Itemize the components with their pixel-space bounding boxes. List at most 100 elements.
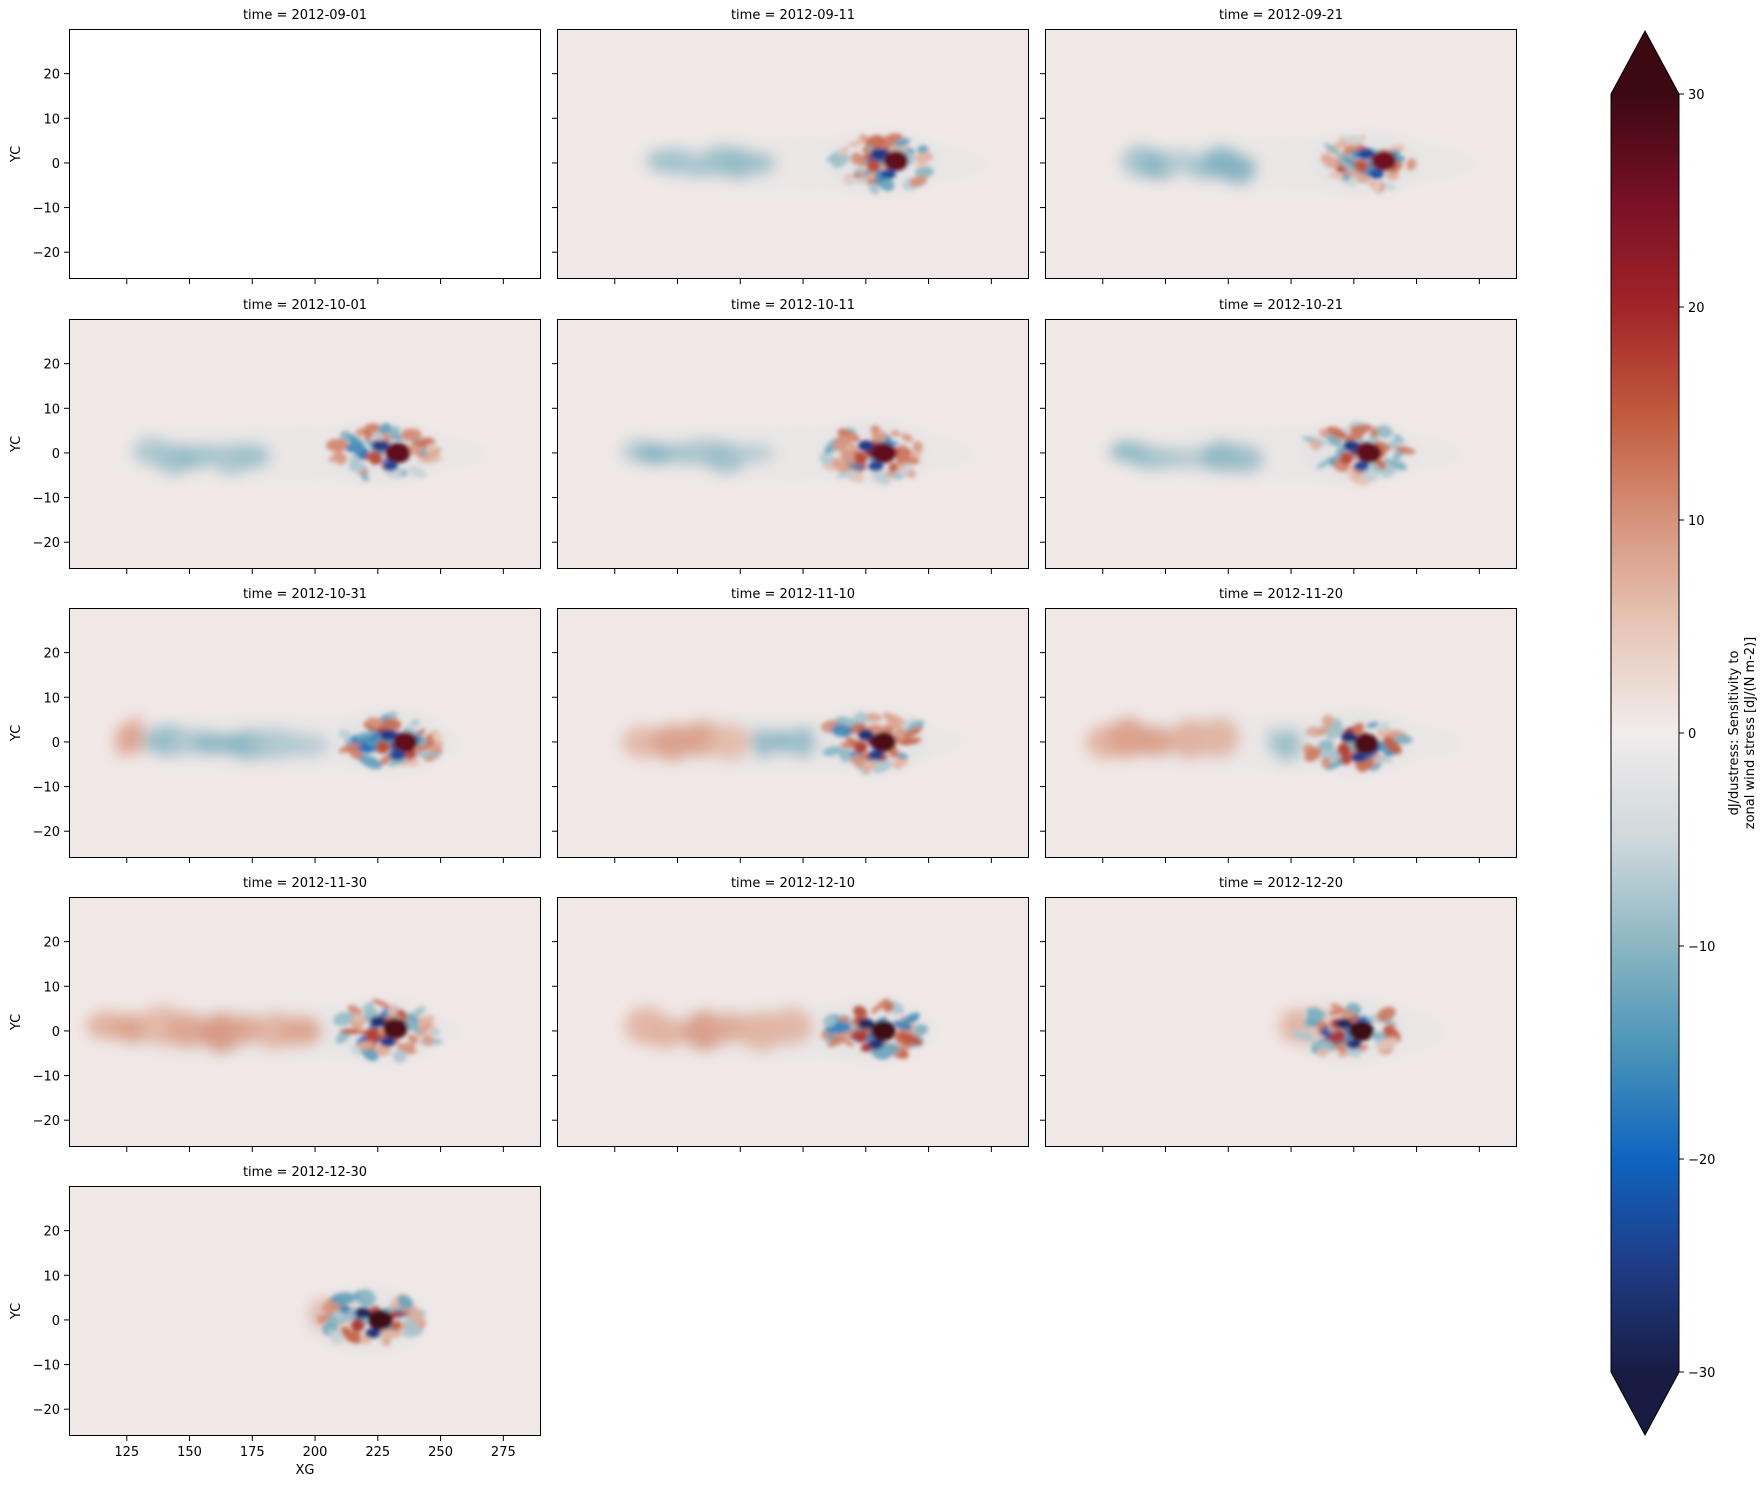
axes-frame — [69, 1186, 541, 1436]
colorbar-gradient — [1611, 94, 1679, 1372]
facet-title: time = 2012-10-11 — [731, 298, 855, 313]
colorbar-label-line1: dJ/dustress: Sensitivity to — [1727, 651, 1742, 816]
colorbar-tick-label: 20 — [1688, 301, 1705, 316]
x-tick-label: 225 — [365, 1445, 390, 1460]
facet-panel: time = 2012-10-31 −20 −10 0 10 20 YC — [9, 587, 541, 863]
y-axis-label: YC — [9, 1303, 24, 1320]
y-tick-label: −20 — [33, 1403, 60, 1418]
facet-title: time = 2012-10-21 — [1219, 298, 1343, 313]
y-tick-label: −10 — [33, 492, 60, 507]
axes-frame — [1045, 29, 1517, 279]
colorbar-label-line2: zonal wind stress [dJ/(N m-2)] — [1743, 637, 1758, 829]
facet-title: time = 2012-09-01 — [243, 8, 367, 23]
axes-frame — [1045, 897, 1517, 1147]
heatmap-field — [557, 897, 1029, 1147]
anomaly-core — [1320, 135, 1417, 194]
y-axis-label: YC — [9, 725, 24, 742]
colorbar: −30 −20 −10 0 10 20 30 dJ/dustress: Sensitivity… — [1610, 29, 1758, 1437]
heatmap-field — [1045, 897, 1517, 1147]
y-tick-label: 0 — [52, 157, 60, 172]
facet-title: time = 2012-11-10 — [731, 587, 855, 602]
y-tick-label: 0 — [52, 1025, 60, 1040]
facet-panel: time = 2012-12-20 — [1040, 876, 1517, 1152]
y-tick-label: −10 — [33, 781, 60, 796]
x-tick-label: 200 — [303, 1445, 328, 1460]
facet-panel: time = 2012-11-30 −20 −10 0 10 20 YC — [9, 876, 541, 1152]
x-tick-label: 250 — [428, 1445, 453, 1460]
heatmap-field — [1045, 608, 1517, 858]
anomaly-core — [333, 998, 443, 1064]
facet-title: time = 2012-10-31 — [243, 587, 367, 602]
facet-panel: time = 2012-10-11 — [552, 298, 1029, 574]
facet-title: time = 2012-12-30 — [243, 1165, 367, 1180]
anomaly-core — [821, 711, 925, 775]
y-tick-label: −20 — [33, 246, 60, 261]
y-tick-label: 0 — [52, 1314, 60, 1329]
axes-frame — [1045, 319, 1517, 569]
x-tick-label: 125 — [114, 1445, 139, 1460]
colorbar-tick-label: 0 — [1688, 727, 1696, 742]
anomaly-core — [1302, 714, 1413, 773]
anomaly-core — [326, 423, 443, 482]
facet-panel: time = 2012-09-11 — [552, 8, 1029, 284]
axes-frame — [557, 29, 1029, 279]
y-tick-label: −20 — [33, 536, 60, 551]
facet-title: time = 2012-12-10 — [731, 876, 855, 891]
anomaly-core — [338, 711, 444, 770]
axes-frame — [557, 319, 1029, 569]
y-axis-label: YC — [9, 436, 24, 453]
heatmap-field — [69, 1186, 541, 1436]
y-tick-label: 0 — [52, 736, 60, 751]
heatmap-field — [1045, 319, 1517, 569]
y-tick-label: −20 — [33, 825, 60, 840]
axes-frame — [557, 608, 1029, 858]
axes-frame — [1045, 608, 1517, 858]
facet-title: time = 2012-11-20 — [1219, 587, 1343, 602]
axes-frame — [69, 29, 541, 279]
axes-frame — [69, 897, 541, 1147]
facet-title: time = 2012-11-30 — [243, 876, 367, 891]
anomaly-core — [1291, 1003, 1401, 1058]
x-tick-label: 150 — [177, 1445, 202, 1460]
anomaly-core — [316, 1288, 427, 1347]
heatmap-field — [69, 319, 541, 569]
y-tick-label: −10 — [33, 202, 60, 217]
colorbar-extend-min — [1611, 1372, 1679, 1435]
anomaly-core — [820, 997, 929, 1060]
heatmap-field — [69, 608, 541, 858]
facet-panel: time = 2012-10-21 — [1040, 298, 1517, 574]
facet-title: time = 2012-09-11 — [731, 8, 855, 23]
anomaly-core — [1302, 421, 1416, 486]
y-tick-label: 10 — [43, 402, 60, 417]
x-axis-label: XG — [296, 1463, 315, 1478]
y-tick-label: 10 — [43, 980, 60, 995]
y-tick-label: 10 — [43, 1269, 60, 1284]
heatmap-background — [69, 1186, 541, 1436]
facet-panel: time = 2012-11-20 — [1040, 587, 1517, 863]
colorbar-tick-label: −20 — [1688, 1153, 1715, 1168]
colorbar-tick-label: 10 — [1688, 514, 1705, 529]
heatmap-field — [69, 897, 541, 1147]
y-tick-label: 20 — [43, 68, 60, 83]
axes-frame — [69, 608, 541, 858]
facet-title: time = 2012-12-20 — [1219, 876, 1343, 891]
facet-panel: time = 2012-10-01 −20 −10 0 10 20 YC — [9, 298, 541, 574]
y-axis-label: YC — [9, 146, 24, 163]
panel-grid: time = 2012-09-01 −20 −10 0 10 20 YC time = 201… — [9, 8, 1517, 1478]
y-tick-label: 20 — [43, 647, 60, 662]
heatmap-field — [557, 319, 1029, 569]
x-tick-label: 175 — [240, 1445, 265, 1460]
heatmap-field — [557, 29, 1029, 279]
y-tick-label: 0 — [52, 447, 60, 462]
y-tick-label: 20 — [43, 358, 60, 373]
y-tick-label: −10 — [33, 1359, 60, 1374]
y-tick-label: −20 — [33, 1114, 60, 1129]
y-axis-label: YC — [9, 1014, 24, 1031]
colorbar-tick-label: 30 — [1688, 88, 1705, 103]
heatmap-field — [557, 608, 1029, 858]
y-tick-label: 20 — [43, 1225, 60, 1240]
heatmap-field — [69, 29, 541, 279]
y-tick-label: −10 — [33, 1070, 60, 1085]
